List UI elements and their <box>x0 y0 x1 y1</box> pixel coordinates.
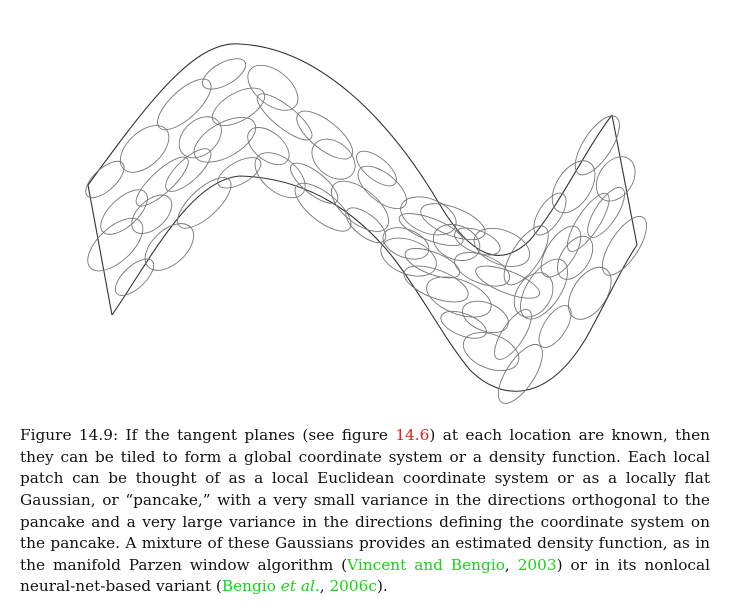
pancake-ellipse <box>114 258 155 296</box>
pancake-ellipse <box>454 252 511 287</box>
caption-label: Figure 14.9: <box>20 426 119 445</box>
pancake-ellipse <box>85 160 125 199</box>
manifold-outline <box>87 43 638 392</box>
manifold-figure <box>85 43 647 404</box>
pancake-ellipse <box>551 160 596 214</box>
pancake-ellipse <box>473 227 531 267</box>
figure-reference-link[interactable]: 14.6 <box>395 426 430 445</box>
manifold-front-edge <box>111 175 638 392</box>
pancake-ellipse <box>475 265 540 299</box>
citation-vincent-authors[interactable]: Vincent and Bengio <box>347 555 505 574</box>
pancake-ellipse <box>602 216 647 276</box>
pancake-ellipse <box>513 272 554 318</box>
pancake-ellipse <box>568 266 612 320</box>
citation-separator: , <box>504 555 518 574</box>
citation-bengio-year[interactable]: 2006c <box>329 577 377 596</box>
pancake-ellipses <box>85 58 647 404</box>
pancake-ellipse <box>380 237 437 277</box>
pancake-ellipse <box>157 78 212 131</box>
pancake-ellipse <box>294 182 352 232</box>
pancake-ellipse <box>211 87 266 127</box>
pancake-ellipse <box>177 177 232 229</box>
pancake-ellipse <box>356 150 397 187</box>
pancake-ellipse <box>202 58 247 90</box>
pancake-ellipse <box>87 217 144 272</box>
caption-text-4: ). <box>376 577 388 596</box>
pancake-ellipse <box>440 310 487 339</box>
citation-separator: , <box>319 577 330 596</box>
pancake-ellipse <box>254 152 306 199</box>
pancake-ellipse <box>557 235 594 280</box>
pancake-ellipse <box>165 148 212 192</box>
pancake-ellipse <box>420 203 486 241</box>
pancake-ellipse <box>454 227 501 256</box>
pancake-ellipse <box>520 258 568 320</box>
pancake-ellipse <box>330 180 390 232</box>
manifold-right-edge <box>611 114 638 246</box>
pancake-ellipse <box>178 116 222 159</box>
pancake-ellipse <box>135 156 189 207</box>
pancake-ellipse <box>382 227 430 260</box>
pancake-ellipse <box>403 265 469 303</box>
pancake-ellipse <box>311 138 356 180</box>
citation-vincent-year[interactable]: 2003 <box>517 555 557 574</box>
pancake-ellipse <box>404 248 461 279</box>
pancake-ellipse <box>193 117 257 163</box>
pancake-ellipse <box>256 93 313 141</box>
caption-text-3: ) or in its nonlocal neural-net-based va… <box>20 555 710 596</box>
pancake-ellipse <box>574 115 620 176</box>
pancake-ellipse <box>247 64 299 111</box>
pancake-ellipse <box>247 127 290 166</box>
pancake-ellipse <box>290 162 339 204</box>
pancake-ellipse <box>595 156 636 202</box>
citation-bengio-authors[interactable]: Bengio <box>221 577 281 596</box>
pancake-ellipse <box>296 110 354 160</box>
pancake-ellipse <box>533 192 567 236</box>
pancake-ellipse <box>462 300 509 334</box>
pancake-ellipse <box>426 276 492 318</box>
pancake-ellipse <box>432 223 481 262</box>
pancake-ellipse <box>497 344 543 404</box>
pancake-ellipse <box>217 157 262 189</box>
pancake-ellipse <box>540 225 582 278</box>
pancake-ellipse <box>398 213 464 247</box>
pancake-ellipse <box>400 196 457 236</box>
manifold-back-edge <box>87 43 613 256</box>
pancake-ellipse <box>587 186 625 238</box>
pancake-ellipse <box>357 165 407 210</box>
pancake-ellipse <box>538 305 572 348</box>
caption-text-2: ) at each location are known, then they … <box>20 426 710 574</box>
figure-caption: Figure 14.9: If the tangent planes (see … <box>20 425 710 598</box>
manifold-left-edge <box>87 184 113 316</box>
pancake-ellipse <box>144 223 195 271</box>
caption-text-1: If the tangent planes (see figure <box>118 426 396 445</box>
pancake-ellipse <box>462 332 520 372</box>
pancake-ellipse <box>131 194 173 235</box>
pancake-ellipse <box>503 225 549 286</box>
pancake-ellipse <box>100 189 148 235</box>
pancake-ellipse <box>119 125 170 173</box>
pancake-ellipse <box>494 308 532 360</box>
pancake-ellipse <box>345 207 387 243</box>
citation-bengio-etal[interactable]: et al. <box>280 577 320 596</box>
